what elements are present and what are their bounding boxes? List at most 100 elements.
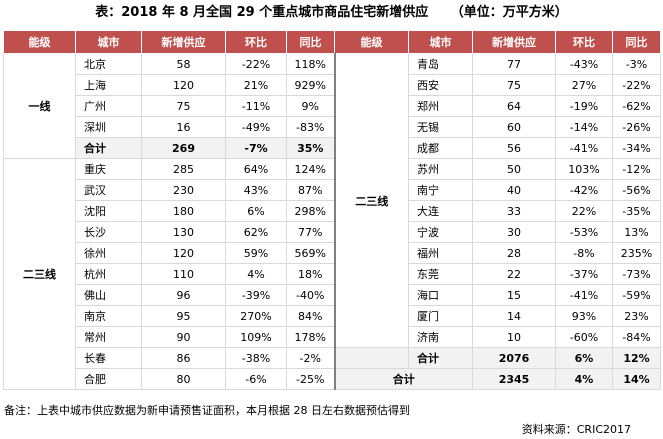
- table-row: 二三线 重庆 285 64% 124% 苏州 50 103% -12%: [3, 158, 661, 390]
- supply-cell: 15: [472, 284, 556, 306]
- city-cell: 长沙: [75, 221, 142, 243]
- supply-cell: 130: [141, 221, 226, 243]
- yoy-cell: 235%: [612, 242, 661, 264]
- supply-cell: 58: [141, 53, 226, 75]
- mom-cell: -22%: [225, 53, 287, 75]
- mom-cell: 21%: [225, 74, 287, 96]
- table-row: 上海 120 21% 929% 西安 75 27% -22%: [4, 74, 661, 96]
- supply-cell: 64: [472, 95, 556, 117]
- source-credit: 资料来源：CRIC2017: [521, 423, 631, 436]
- mom-cell: -39%: [225, 284, 287, 306]
- mom-cell: 59%: [225, 242, 287, 264]
- yoy-cell: -73%: [612, 263, 661, 285]
- table-row: 徐州 120 59% 569% 福州 28 -8% 235%: [4, 242, 661, 264]
- header-yoy: 同比: [286, 30, 335, 54]
- supply-cell: 80: [141, 368, 226, 390]
- supply-cell: 30: [472, 221, 556, 243]
- grand-total-supply: 2345: [472, 368, 556, 390]
- tier1-total-yoy: 35%: [286, 137, 335, 159]
- tier23-total-level-blank: [333, 347, 409, 369]
- yoy-cell: -59%: [612, 284, 661, 306]
- yoy-cell: -26%: [612, 116, 661, 138]
- supply-cell: 56: [472, 137, 556, 159]
- supply-cell: 120: [141, 74, 226, 96]
- header-city-right: 城市: [408, 30, 473, 54]
- supply-cell: 22: [472, 263, 556, 285]
- table-row: 合计 269 -7% 35% 成都 56 -41% -34%: [4, 137, 661, 159]
- city-cell: 青岛: [408, 53, 473, 75]
- tier23-total-mom: 6%: [555, 347, 613, 369]
- table-row: 广州 75 -11% 9% 郑州 64 -19% -62%: [4, 95, 661, 117]
- mom-cell: 22%: [555, 200, 613, 222]
- level-tier23-right: 二三线: [333, 53, 409, 348]
- yoy-cell: 118%: [286, 53, 335, 75]
- city-cell: 深圳: [75, 116, 142, 138]
- mom-cell: -38%: [225, 347, 287, 369]
- tier1-total-label: 合计: [75, 137, 142, 159]
- city-cell: 宁波: [408, 221, 473, 243]
- yoy-cell: 178%: [286, 326, 335, 348]
- yoy-cell: 929%: [286, 74, 335, 96]
- table-row: 长春 86 -38% -2% 合计 2076 6% 12%: [4, 347, 661, 369]
- supply-cell: 50: [472, 158, 556, 180]
- header-city: 城市: [75, 30, 142, 54]
- yoy-cell: 77%: [286, 221, 335, 243]
- city-cell: 沈阳: [75, 200, 142, 222]
- city-cell: 大连: [408, 200, 473, 222]
- supply-cell: 16: [141, 116, 226, 138]
- mom-cell: -11%: [225, 95, 287, 117]
- header-mom: 环比: [225, 30, 287, 54]
- city-cell: 常州: [75, 326, 142, 348]
- unit-text: （单位：万平方米）: [450, 5, 568, 20]
- supply-cell: 40: [472, 179, 556, 201]
- supply-cell: 60: [472, 116, 556, 138]
- table-title: 表：2018 年 8 月全国 29 个重点城市商品住宅新增供应 （单位：万平方米…: [0, 0, 663, 26]
- yoy-cell: 84%: [286, 305, 335, 327]
- table-row: 合肥 80 -6% -25% 合计 2345 4% 14%: [4, 368, 661, 390]
- supply-cell: 33: [472, 200, 556, 222]
- yoy-cell: -83%: [286, 116, 335, 138]
- header-level-right: 能级: [334, 30, 409, 54]
- yoy-cell: 87%: [286, 179, 335, 201]
- header-row: 能级 城市 新增供应 环比 同比 能级 城市 新增供应 环比 同比: [3, 30, 661, 54]
- mom-cell: 93%: [555, 305, 613, 327]
- header-level: 能级: [3, 30, 76, 54]
- mom-cell: -49%: [225, 116, 287, 138]
- supply-cell: 75: [141, 95, 226, 117]
- mom-cell: -8%: [555, 242, 613, 264]
- table-row: 常州 90 109% 178% 济南 10 -60% -84%: [4, 326, 661, 348]
- city-cell: 东莞: [408, 263, 473, 285]
- supply-cell: 28: [472, 242, 556, 264]
- mom-cell: -41%: [555, 284, 613, 306]
- mom-cell: 43%: [225, 179, 287, 201]
- yoy-cell: -25%: [286, 368, 335, 390]
- city-cell: 武汉: [75, 179, 142, 201]
- city-cell: 成都: [408, 137, 473, 159]
- mom-cell: -14%: [555, 116, 613, 138]
- yoy-cell: 23%: [612, 305, 661, 327]
- city-cell: 济南: [408, 326, 473, 348]
- yoy-cell: 13%: [612, 221, 661, 243]
- yoy-cell: 18%: [286, 263, 335, 285]
- footnote: 备注：上表中城市供应数据为新申请预售证面积，本月根据 28 日左右数据预估得到: [4, 404, 410, 417]
- tier23-total-supply: 2076: [472, 347, 556, 369]
- city-cell: 杭州: [75, 263, 142, 285]
- city-cell: 徐州: [75, 242, 142, 264]
- grand-total-yoy: 14%: [612, 368, 661, 390]
- table-row: 一线 北京 58 -22% 118% 二三线 青岛 77 -43% -3%: [3, 53, 661, 348]
- level-tier23-left: 二三线: [3, 158, 76, 390]
- city-cell: 无锡: [408, 116, 473, 138]
- supply-cell: 77: [472, 53, 556, 75]
- supply-cell: 75: [472, 74, 556, 96]
- city-cell: 郑州: [408, 95, 473, 117]
- grand-total-mom: 4%: [555, 368, 613, 390]
- supply-table: 能级 城市 新增供应 环比 同比 能级 城市 新增供应 环比 同比 一线 北京 …: [3, 30, 661, 390]
- supply-cell: 285: [141, 158, 226, 180]
- supply-cell: 110: [141, 263, 226, 285]
- table-row: 武汉 230 43% 87% 南宁 40 -42% -56%: [4, 179, 661, 201]
- yoy-cell: -22%: [612, 74, 661, 96]
- table-row: 长沙 130 62% 77% 宁波 30 -53% 13%: [4, 221, 661, 243]
- mom-cell: -6%: [225, 368, 287, 390]
- mom-cell: 27%: [555, 74, 613, 96]
- yoy-cell: -56%: [612, 179, 661, 201]
